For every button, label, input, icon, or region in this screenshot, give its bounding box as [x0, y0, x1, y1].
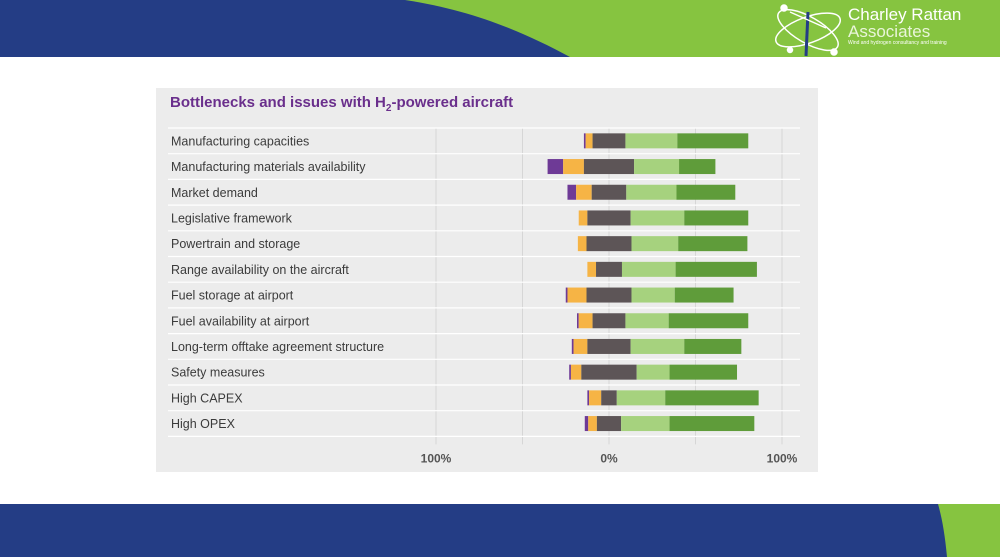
bar-segment: [675, 261, 757, 277]
bar-segment: [677, 133, 749, 149]
bar-segment: [587, 261, 597, 277]
bar-segment: [668, 313, 749, 329]
bar-segment: [665, 390, 759, 406]
x-tick-label: 0%: [600, 451, 618, 465]
chart-panel: Bottlenecks and issues with H2-powered a…: [156, 88, 818, 472]
bar-segment: [567, 287, 587, 303]
bar-segment: [587, 338, 631, 354]
bar-segment: [676, 184, 736, 200]
bar-segment: [577, 236, 587, 252]
logo-emblem-icon: [774, 4, 842, 57]
bar-segment: [587, 210, 631, 226]
x-tick-label: 100%: [421, 451, 452, 465]
category-label: Fuel availability at airport: [171, 314, 310, 328]
company-logo: Charley Rattan Associates Wind and hydro…: [848, 6, 961, 47]
bar-chart: Bottlenecks and issues with H2-powered a…: [168, 94, 800, 465]
bar-segment: [547, 159, 564, 175]
bar-segment: [626, 184, 677, 200]
bar-segment: [589, 390, 602, 406]
category-label: Long-term offtake agreement structure: [171, 340, 384, 354]
bar-segment: [679, 159, 716, 175]
bar-segment: [585, 133, 593, 149]
bar-segment: [621, 416, 670, 432]
bar-segment: [571, 338, 574, 354]
category-label: Fuel storage at airport: [171, 289, 294, 303]
bar-segment: [591, 184, 627, 200]
bar-segment: [583, 133, 586, 149]
bar-segment: [634, 159, 680, 175]
category-label: High OPEX: [171, 417, 236, 431]
bar-segment: [576, 184, 592, 200]
bar-segment: [573, 338, 588, 354]
bar-segment: [625, 133, 678, 149]
bar-segment: [636, 364, 670, 380]
top-banner: [0, 0, 1000, 60]
bar-segment: [576, 313, 579, 329]
category-label: Powertrain and storage: [171, 237, 300, 251]
bar-segment: [669, 364, 738, 380]
bar-segment: [596, 261, 622, 277]
bar-segment: [684, 338, 742, 354]
bar-segment: [631, 287, 675, 303]
bar-segment: [669, 416, 755, 432]
bar-segment: [565, 287, 568, 303]
bar-segment: [630, 210, 685, 226]
logo-name-line1: Charley Rattan: [848, 5, 962, 24]
category-label: Manufacturing capacities: [171, 134, 309, 148]
bar-segment: [567, 184, 577, 200]
bar-segment: [674, 287, 734, 303]
bar-segment: [588, 416, 597, 432]
bar-segment: [596, 416, 622, 432]
chart-title-suffix: -powered aircraft: [391, 94, 513, 111]
bar-segment: [616, 390, 666, 406]
bar-segment: [578, 210, 588, 226]
bar-segment: [570, 364, 582, 380]
category-label: High CAPEX: [171, 391, 243, 405]
bar-segment: [578, 313, 593, 329]
bar-segment: [630, 338, 685, 354]
bar-segment: [592, 313, 626, 329]
category-label: Manufacturing materials availability: [171, 160, 366, 174]
bar-segment: [581, 364, 637, 380]
bar-segment: [569, 364, 571, 380]
bar-segment: [601, 390, 617, 406]
bar-segment: [684, 210, 749, 226]
chart-title-prefix: Bottlenecks and issues with H: [170, 94, 386, 111]
bar-segment: [586, 236, 632, 252]
category-label: Range availability on the aircraft: [171, 263, 349, 277]
bar-segment: [586, 287, 632, 303]
chart-title: Bottlenecks and issues with H2-powered a…: [170, 94, 513, 114]
bar-segment: [592, 133, 626, 149]
category-label: Market demand: [171, 186, 258, 200]
bar-segment: [584, 416, 589, 432]
chart-title-subscript: 2: [386, 103, 392, 114]
bar-segment: [583, 159, 635, 175]
logo-name-line2: Associates: [848, 22, 931, 41]
bar-segment: [631, 236, 679, 252]
logo-tagline: Wind and hydrogen consultancy and traini…: [848, 40, 947, 46]
bar-segment: [587, 390, 590, 406]
bar-segment: [678, 236, 748, 252]
category-label: Safety measures: [171, 366, 265, 380]
bar-segment: [563, 159, 584, 175]
bar-segment: [625, 313, 669, 329]
bar-segment: [621, 261, 676, 277]
x-tick-label: 100%: [767, 451, 798, 465]
category-label: Legislative framework: [171, 211, 293, 225]
